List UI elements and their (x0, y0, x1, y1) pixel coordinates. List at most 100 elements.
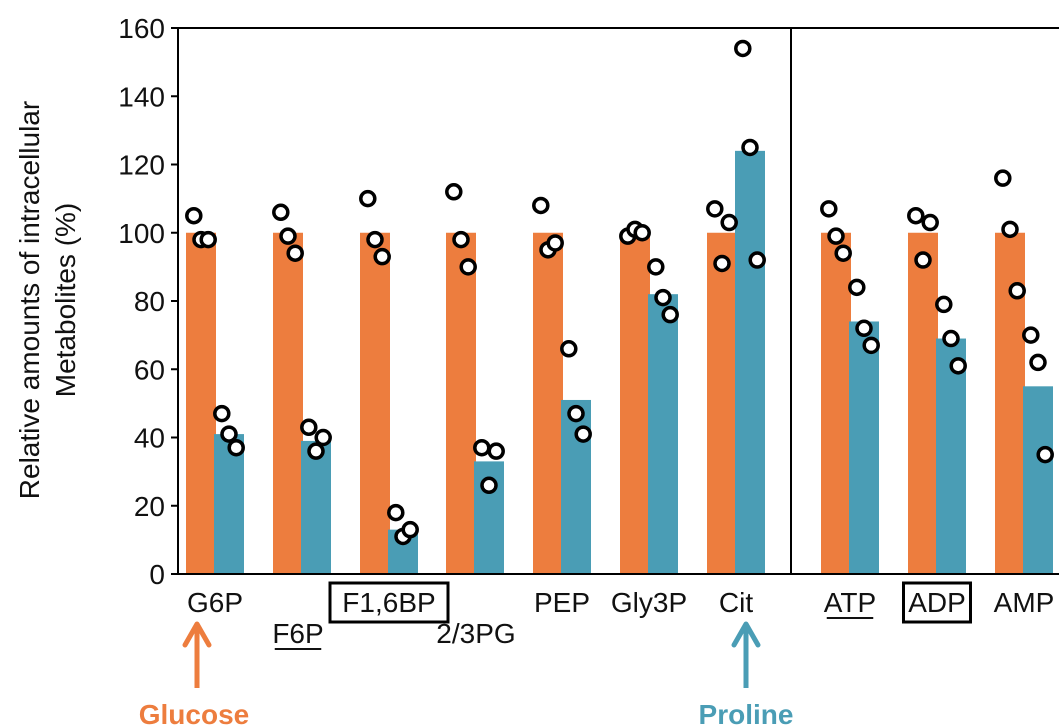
y-tick-label: 100 (118, 218, 165, 249)
replicate-point (213, 404, 231, 423)
annotation-label: Glucose (139, 699, 249, 728)
bar-blue-adp (936, 338, 966, 574)
replicate-point (741, 138, 759, 157)
replicate-point (199, 230, 217, 249)
replicate-point (942, 329, 960, 348)
label-box (328, 581, 450, 624)
replicate-point (279, 227, 297, 245)
replicate-point (706, 200, 724, 218)
replicate-point (907, 206, 925, 225)
replicate-point (748, 251, 766, 269)
replicate-point (734, 39, 752, 58)
replicate-point (1036, 445, 1054, 464)
replicate-point (445, 183, 463, 201)
annotation-proline: Proline (699, 621, 794, 728)
x-tick-label-amp: AMP (994, 587, 1055, 618)
replicate-point (401, 520, 419, 539)
bar-orange-gly3p (620, 232, 650, 574)
replicate-point (1029, 353, 1047, 372)
replicate-point (473, 438, 491, 457)
x-tick-label-adp: ADP (908, 587, 966, 618)
y-tick-label: 0 (149, 559, 165, 590)
bar-orange-cit (707, 232, 737, 574)
replicate-point (300, 418, 318, 437)
plot-frame (178, 27, 1059, 575)
y-tick-label: 160 (118, 13, 165, 44)
y-tick-label: 20 (134, 491, 165, 522)
x-tick-label-2-3pg: 2/3PG (436, 618, 515, 649)
replicate-point (827, 227, 845, 245)
bar-orange-f6p (273, 232, 303, 574)
y-tick-label: 60 (134, 354, 165, 385)
replicate-point (307, 442, 325, 460)
replicate-point (914, 251, 932, 269)
annotation-glucose: Glucose (139, 621, 249, 728)
annotation-label: Proline (699, 699, 794, 728)
annotations: Glucose Proline (139, 621, 794, 728)
replicate-point (661, 305, 679, 324)
replicate-point (855, 319, 873, 338)
y-tick-label: 140 (118, 81, 165, 112)
arrow-icon (182, 621, 212, 648)
replicate-point (185, 206, 203, 225)
replicate-point (373, 247, 391, 266)
replicate-point (487, 442, 505, 460)
arrow-icon (731, 621, 761, 648)
bar-blue-amp (1023, 386, 1053, 574)
x-tick-label-pep: PEP (534, 587, 590, 618)
replicate-point (848, 278, 866, 297)
replicate-point (935, 295, 953, 314)
replicate-point (1022, 326, 1040, 344)
replicate-point (227, 438, 245, 457)
y-axis-label: Relative amounts of intracellular Metabo… (14, 101, 81, 499)
replicate-point (1001, 220, 1019, 239)
replicate-point (834, 244, 852, 262)
replicate-point (359, 189, 377, 208)
x-tick-label-gly3p: Gly3P (611, 587, 687, 618)
bar-orange-f1-6bp (360, 232, 390, 574)
replicate-point (921, 213, 939, 232)
replicate-point (452, 230, 470, 249)
replicate-point (574, 425, 592, 443)
bar-blue-cit (735, 150, 765, 574)
replicate-point (713, 254, 731, 273)
replicate-point (459, 258, 477, 276)
bar-blue-gly3p (648, 294, 678, 574)
replicate-point (567, 404, 585, 423)
bar-blue-f6p (301, 440, 331, 574)
label-box (902, 581, 972, 624)
bar-blue-g6p (214, 434, 244, 574)
y-axis: 0 20 40 60 80 100 120 140 160 (118, 13, 179, 590)
replicate-point (994, 169, 1012, 187)
replicate-point (480, 476, 498, 495)
x-tick-label-cit: Cit (719, 587, 753, 618)
y-tick-label: 120 (118, 150, 165, 181)
replicate-point (647, 258, 665, 276)
replicate-point (314, 428, 332, 447)
replicate-point (820, 200, 838, 218)
y-tick-label: 40 (134, 423, 165, 454)
replicate-point (387, 503, 405, 522)
bar-orange-atp (821, 232, 851, 574)
replicate-point (720, 213, 738, 232)
replicate-point (286, 244, 304, 262)
x-tick-label-f1-6bp: F1,6BP (342, 587, 435, 618)
x-tick-label-f6p: F6P (272, 618, 323, 649)
replicate-point (532, 196, 550, 215)
replicate-point (633, 224, 651, 242)
replicate-point (949, 357, 967, 375)
replicate-point (1008, 282, 1026, 300)
replicate-point (272, 203, 290, 222)
y-tick-label: 80 (134, 286, 165, 317)
x-tick-label-g6p: G6P (187, 587, 243, 618)
replicate-point (654, 288, 672, 307)
bar-orange-adp (908, 232, 938, 574)
y-axis-label-line-1: Relative amounts of intracellular (14, 101, 45, 499)
bar-orange-pep (533, 232, 563, 574)
replicate-points (185, 39, 1054, 546)
y-axis-label-line-2: Metabolites (%) (50, 203, 81, 398)
bar-orange-g6p (186, 232, 216, 574)
replicate-point (546, 234, 564, 252)
